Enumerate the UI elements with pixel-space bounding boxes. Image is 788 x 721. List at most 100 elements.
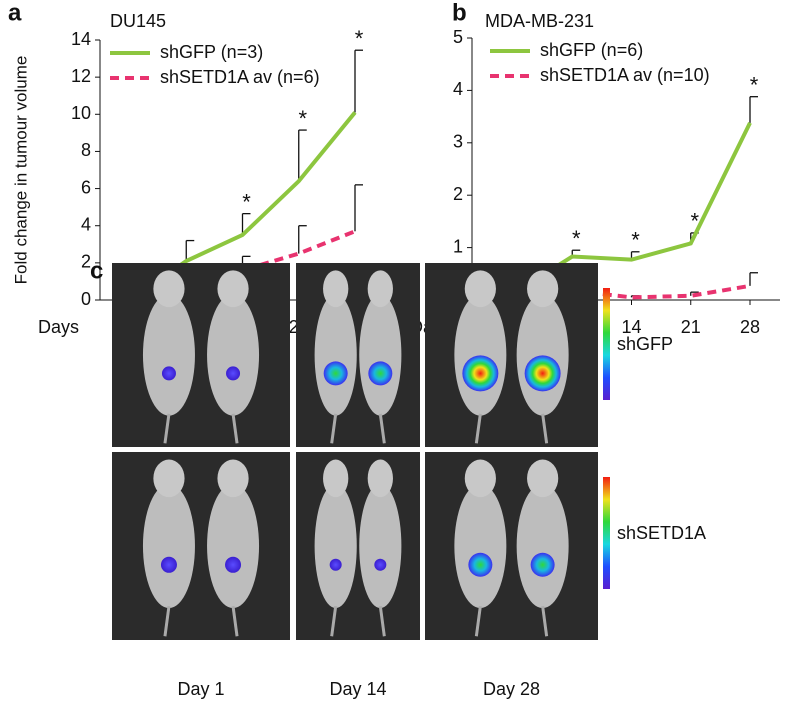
error-bar	[690, 291, 699, 296]
mouse-tail	[231, 413, 239, 444]
colorbar	[603, 477, 610, 589]
y-tick-label: 12	[71, 66, 91, 86]
mouse-head	[367, 459, 393, 498]
significance-marker: *	[355, 26, 364, 51]
mouse-tail	[330, 605, 338, 637]
significance-marker: *	[690, 209, 699, 234]
y-tick-label: 8	[81, 140, 91, 160]
y-tick-label: 4	[81, 214, 91, 234]
legend-label: shSETD1A av (n=6)	[160, 67, 320, 87]
x-tick-label: 21	[681, 317, 701, 337]
image-panel	[112, 263, 290, 447]
mouse-head	[464, 270, 496, 308]
image-panel	[425, 452, 598, 640]
mouse-tail	[541, 605, 549, 637]
mouse-body	[207, 294, 260, 416]
signal-spot	[161, 366, 176, 381]
significance-marker: *	[242, 189, 251, 214]
x-axis-label: Days	[38, 317, 79, 337]
mouse-body	[359, 483, 402, 609]
image-panel	[296, 263, 420, 447]
mouse-head	[323, 270, 349, 308]
significance-marker: *	[750, 73, 759, 98]
mouse-tail	[378, 413, 386, 444]
signal-spot	[462, 355, 499, 392]
mouse-body	[359, 294, 402, 416]
row-label: shGFP	[617, 334, 673, 354]
significance-marker: *	[572, 226, 581, 251]
x-tick-label: 28	[740, 317, 760, 337]
significance-marker: *	[298, 106, 307, 131]
y-tick-label: 5	[453, 27, 463, 47]
mouse-head	[153, 270, 185, 308]
series-line	[512, 283, 751, 300]
colorbar	[603, 288, 610, 400]
legend-label: shSETD1A av (n=10)	[540, 65, 710, 85]
mouse-head	[527, 270, 559, 308]
error-bar	[354, 49, 363, 113]
series-line	[129, 229, 356, 302]
column-label: Day 1	[177, 679, 224, 699]
mouse-tail	[330, 413, 338, 444]
signal-spot	[225, 556, 242, 573]
signal-spot	[323, 361, 348, 386]
mouse-body	[207, 483, 260, 609]
y-tick-label: 4	[453, 79, 463, 99]
y-tick-label: 6	[81, 177, 91, 197]
chart-title: MDA-MB-231	[485, 11, 594, 31]
error-bar	[185, 239, 195, 261]
signal-spot	[160, 556, 177, 573]
mouse-body	[516, 294, 569, 416]
image-panel	[296, 452, 420, 640]
mouse-head	[464, 459, 496, 498]
y-tick-label: 2	[453, 184, 463, 204]
mouse-tail	[163, 605, 171, 637]
panel-label: a	[8, 0, 22, 26]
panel-label: c	[90, 257, 103, 284]
error-bar	[241, 212, 251, 235]
mouse-body	[454, 483, 507, 609]
mouse-body	[314, 483, 357, 609]
mouse-head	[367, 270, 393, 308]
column-label: Day 14	[329, 679, 386, 699]
image-panel	[425, 263, 598, 447]
legend-label: shGFP (n=3)	[160, 42, 263, 62]
image-background	[425, 452, 598, 640]
mouse-body	[314, 294, 357, 416]
mouse-body	[142, 483, 195, 609]
mouse-head	[217, 270, 249, 308]
mouse-head	[527, 459, 559, 498]
mouse-tail	[163, 413, 171, 444]
mouse-tail	[231, 605, 239, 637]
error-bar	[298, 129, 307, 182]
significance-marker: *	[631, 228, 640, 253]
mouse-head	[323, 459, 349, 498]
panel-label: b	[452, 0, 467, 26]
error-bar	[298, 225, 307, 254]
column-label: Day 28	[483, 679, 540, 699]
y-tick-label: 1	[453, 236, 463, 256]
signal-spot	[468, 552, 493, 577]
mouse-tail	[474, 413, 482, 444]
signal-spot	[524, 355, 561, 392]
mouse-body	[142, 294, 195, 416]
y-tick-label: 10	[71, 103, 91, 123]
mouse-head	[153, 459, 185, 498]
signal-spot	[368, 361, 393, 386]
signal-spot	[226, 366, 241, 381]
mouse-tail	[541, 413, 549, 444]
image-background	[112, 452, 290, 640]
y-tick-label: 3	[453, 132, 463, 152]
chart-title: DU145	[110, 11, 166, 31]
error-bar	[749, 272, 758, 286]
mouse-tail	[378, 605, 386, 637]
image-background	[112, 263, 290, 447]
y-tick-label: 2	[81, 252, 91, 272]
signal-spot	[374, 558, 387, 571]
image-background	[425, 263, 598, 447]
mouse-head	[217, 459, 249, 498]
legend-label: shGFP (n=6)	[540, 40, 643, 60]
y-axis-label: Fold change in tumour volume	[11, 56, 30, 285]
y-tick-label: 0	[81, 289, 91, 309]
